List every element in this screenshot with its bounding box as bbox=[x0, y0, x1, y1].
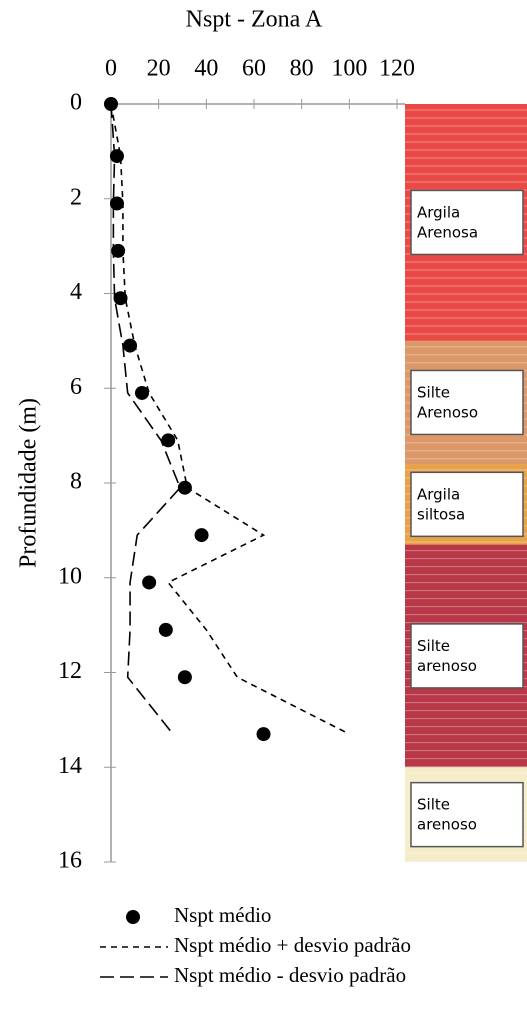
x-tick-label: 20 bbox=[147, 56, 171, 82]
series-line bbox=[110, 103, 182, 735]
y-axis-label: Profundidade (m) bbox=[16, 398, 42, 568]
data-point bbox=[177, 670, 192, 685]
y-tick-label: 14 bbox=[58, 753, 82, 779]
legend-marker bbox=[126, 910, 140, 924]
data-point bbox=[109, 196, 124, 211]
x-tick-label: 80 bbox=[290, 56, 314, 82]
data-point bbox=[142, 575, 157, 590]
data-point bbox=[111, 243, 126, 258]
data-point bbox=[113, 291, 128, 306]
soil-label: Silte arenoso bbox=[417, 795, 477, 833]
soil-label-box bbox=[410, 781, 524, 848]
soil-label: Argila siltosa bbox=[417, 485, 465, 523]
soil-label-box bbox=[410, 471, 524, 538]
data-point bbox=[256, 727, 271, 742]
series-line bbox=[110, 103, 350, 735]
soil-label: Argila Arenosa bbox=[417, 203, 478, 241]
y-tick-label: 8 bbox=[70, 469, 82, 495]
legend-label: Nspt médio - desvio padrão bbox=[174, 963, 406, 987]
soil-label: Silte arenoso bbox=[417, 636, 477, 674]
x-tick-label: 40 bbox=[194, 56, 218, 82]
data-point bbox=[123, 338, 138, 353]
legend-label: Nspt médio bbox=[174, 903, 271, 927]
soil-label-box bbox=[410, 623, 524, 689]
data-point bbox=[158, 622, 173, 637]
x-tick-label: 0 bbox=[105, 56, 117, 82]
data-point bbox=[161, 433, 176, 448]
data-point bbox=[134, 385, 149, 400]
x-tick-label: 60 bbox=[242, 56, 266, 82]
chart-title: Nspt - Zona A bbox=[186, 7, 323, 33]
y-tick-label: 12 bbox=[58, 658, 82, 684]
data-point bbox=[109, 149, 124, 164]
legend-label: Nspt médio + desvio padrão bbox=[174, 933, 411, 957]
data-point bbox=[194, 528, 209, 543]
soil-label: Silte Arenoso bbox=[417, 383, 478, 421]
y-tick-label: 10 bbox=[58, 563, 82, 589]
x-tick-label: 120 bbox=[379, 56, 415, 82]
y-tick-label: 4 bbox=[70, 279, 82, 305]
y-tick-label: 2 bbox=[70, 184, 82, 210]
x-tick-label: 100 bbox=[331, 56, 367, 82]
data-point bbox=[177, 480, 192, 495]
soil-label-box bbox=[410, 189, 524, 256]
y-tick-label: 0 bbox=[70, 90, 82, 116]
soil-label-box bbox=[410, 369, 524, 436]
y-tick-label: 16 bbox=[58, 848, 82, 874]
y-tick-label: 6 bbox=[70, 374, 82, 400]
